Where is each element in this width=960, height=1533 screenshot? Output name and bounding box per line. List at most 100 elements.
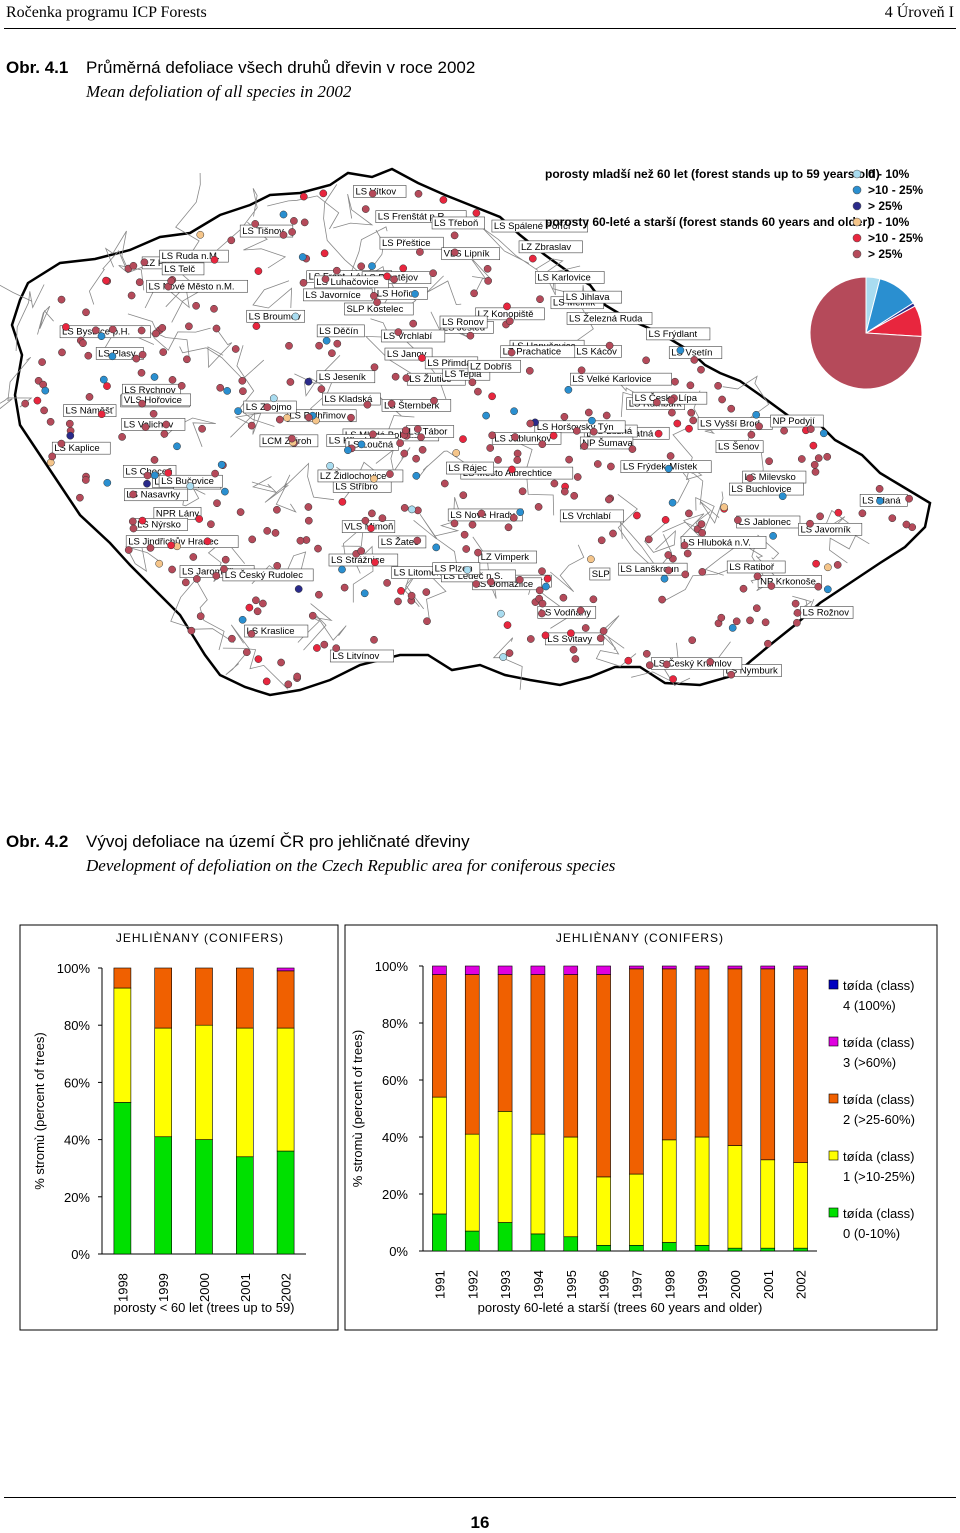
district-boundary-line (492, 637, 523, 690)
district-label: LZ Prachatice (500, 345, 576, 359)
district-label: LS Pelhřimov (287, 409, 357, 423)
chart2-bar-1991-s1 (432, 1096, 447, 1215)
district-label: LS Vodňany (537, 606, 597, 619)
district-label-text: LS Tepla (445, 369, 483, 380)
district-label-box (124, 488, 189, 502)
plot-marker (275, 415, 284, 424)
plot-marker (138, 399, 146, 408)
plot-marker (321, 275, 330, 283)
district-label-box (161, 262, 205, 276)
plot-marker (124, 546, 133, 554)
legend-marker-icon (852, 185, 862, 195)
district-label-box (379, 236, 444, 250)
plot-marker (504, 523, 513, 532)
district-label-box (446, 461, 494, 475)
plot-marker (238, 615, 247, 624)
plot-marker (466, 331, 475, 340)
chart2-bar-1996-s2 (596, 974, 611, 1178)
plot-marker (573, 473, 582, 481)
district-label: LS Stříbro (332, 480, 392, 493)
chart2-bar-2000-s0 (727, 1247, 743, 1252)
district-label: LS Jablonec (736, 515, 801, 529)
district-label-box (439, 315, 488, 329)
district-label-box (59, 325, 151, 339)
plot-marker (234, 407, 242, 415)
plot-marker (429, 269, 437, 278)
plot-marker (538, 567, 546, 576)
district-label: LS Šenov (715, 440, 764, 453)
chart2-ytick-label: 100% (375, 959, 409, 974)
district-label-text: SLP Kostelec (346, 304, 403, 315)
plot-marker (300, 218, 309, 227)
plot-marker (567, 629, 575, 638)
plot-marker (368, 509, 376, 518)
plot-marker (486, 578, 495, 586)
district-label: LS Jeseník (316, 370, 376, 384)
district-boundary-line (236, 345, 275, 427)
plot-marker (503, 302, 511, 311)
plot-marker (667, 396, 676, 405)
plot-marker (284, 680, 293, 689)
plot-marker (150, 456, 159, 464)
district-label: LS Telč (161, 262, 205, 276)
plot-marker (181, 578, 190, 587)
district-label-text: LS Kladská (324, 394, 373, 405)
district-label-box (770, 414, 824, 428)
header-rule (4, 28, 956, 29)
plot-marker (654, 429, 663, 438)
district-label: LS Velké Karlovice (570, 372, 672, 386)
district-label: LS Třeboň (431, 216, 485, 230)
plot-marker (662, 660, 671, 669)
chart1-ytick-label: 100% (57, 961, 91, 976)
plot-marker (511, 433, 519, 441)
district-label-text: LS Choceň (125, 466, 172, 477)
chart1-bar-2000-s0 (195, 1139, 213, 1255)
district-label-text: VLS Lipník (444, 249, 490, 260)
district-label-text: LS Tišnov (242, 226, 284, 237)
plot-marker (210, 255, 219, 264)
district-label-text: LS Vrchlabí (383, 331, 432, 342)
plot-marker (279, 231, 288, 239)
plot-marker (413, 425, 422, 433)
plot-marker (811, 468, 820, 476)
plot-marker (472, 580, 481, 588)
plot-marker (525, 366, 534, 375)
chart-legend-item: tøída (class) 2 (>25-60%) (828, 1092, 915, 1127)
district-label: LS Vítkov (353, 185, 407, 198)
legend-class-line1: tøída (class) (843, 1149, 915, 1164)
plot-marker (97, 332, 106, 341)
chart1-bar-2001-s1 (236, 1027, 254, 1158)
plot-marker (317, 385, 326, 393)
chart1-bar-2002-s2 (276, 970, 295, 1029)
plot-marker (239, 387, 247, 396)
plot-marker (538, 609, 546, 618)
chart1-xtick-label: 1998 (115, 1273, 130, 1302)
chart-legend-item: tøída (class) 1 (>10-25%) (828, 1149, 915, 1184)
plot-marker (605, 341, 614, 350)
plot-marker (146, 544, 155, 552)
plot-marker (196, 612, 205, 621)
figure-number-2: Obr. 4.2 (6, 832, 69, 851)
plot-marker (357, 440, 366, 449)
plot-marker (778, 492, 787, 501)
district-boundary-line (333, 193, 374, 229)
plot-marker (308, 611, 317, 620)
district-boundary-line (482, 227, 539, 271)
chart1-bar-1998-s1 (113, 987, 132, 1103)
legend-group-young: porosty mladší než 60 let (forest stands… (545, 167, 880, 181)
district-label-box (579, 436, 634, 450)
map-pie-chart (809, 276, 923, 390)
plot-marker (360, 589, 369, 598)
plot-marker (570, 491, 579, 500)
chart2-bar-1998-s2 (661, 968, 677, 1141)
plot-marker (509, 513, 518, 522)
plot-marker (761, 618, 770, 627)
plot-marker (277, 658, 285, 667)
district-label-text: NP Podyjí (773, 416, 815, 427)
plot-marker (418, 354, 426, 362)
district-label-text: LS Javorníce (305, 290, 360, 301)
district-label: LS Rožnov (800, 606, 854, 619)
plot-marker (746, 616, 754, 625)
plot-marker (416, 248, 424, 256)
plot-marker (734, 516, 742, 524)
